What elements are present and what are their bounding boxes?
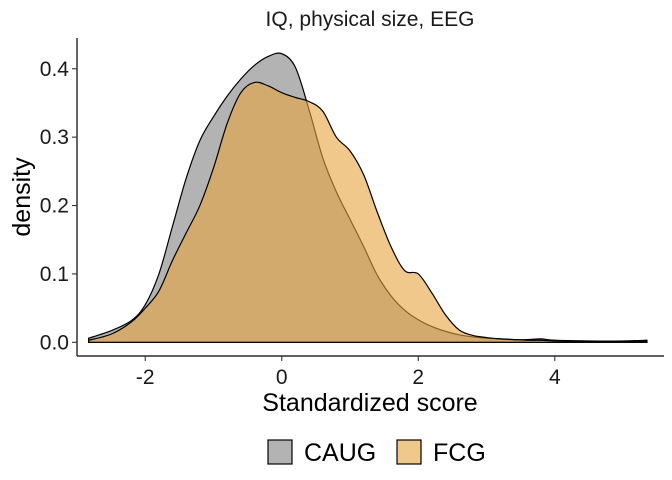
y-tick-label: 0.0 xyxy=(40,331,69,354)
chart-title: IQ, physical size, EEG xyxy=(266,8,475,31)
legend: CAUG FCG xyxy=(267,439,486,467)
x-tick-label: 4 xyxy=(549,366,561,389)
legend-label-caug: CAUG xyxy=(304,439,376,467)
y-axis-title: density xyxy=(8,157,36,237)
series-layer xyxy=(88,52,648,343)
ticks-layer: 0.0 0.1 0.2 0.3 0.4 -2 0 2 4 xyxy=(40,58,561,389)
series-area-fcg xyxy=(88,81,648,343)
legend-swatch-fcg xyxy=(396,439,422,465)
legend-label-fcg: FCG xyxy=(433,439,486,467)
y-tick-label: 0.2 xyxy=(40,195,69,218)
legend-swatch-caug xyxy=(267,439,293,465)
x-tick-label: 2 xyxy=(412,366,424,389)
y-tick-label: 0.1 xyxy=(40,263,69,286)
y-tick-label: 0.4 xyxy=(40,58,70,81)
y-tick-label: 0.3 xyxy=(40,126,69,149)
x-axis-title: Standardized score xyxy=(262,389,477,417)
x-tick-label: -2 xyxy=(136,366,155,389)
x-tick-label: 0 xyxy=(276,366,288,389)
